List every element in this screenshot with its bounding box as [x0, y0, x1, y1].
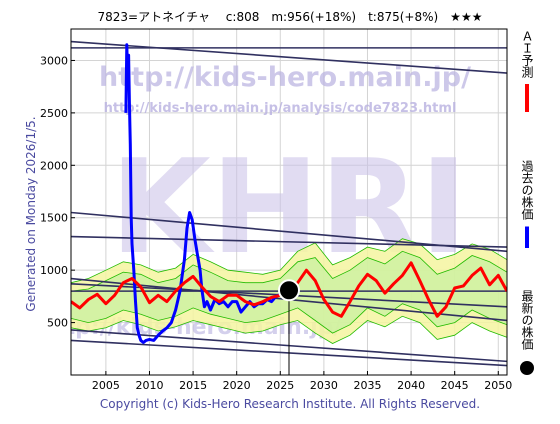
legend-swatch: [520, 361, 534, 375]
x-tick-label: 2040: [397, 379, 425, 392]
x-tick-label: 2030: [310, 379, 338, 392]
y-tick-label: 1500: [40, 212, 68, 225]
legend-item: 最新の株価: [520, 290, 534, 375]
legend-label: 過去の株価: [520, 160, 534, 220]
legend-item: 過去の株価: [520, 160, 534, 248]
x-tick-label: 2050: [484, 379, 512, 392]
trend-line: [71, 40, 507, 74]
y-tick-label: 500: [47, 317, 68, 330]
latest-price-marker-group: [278, 279, 300, 375]
generated-label: Generated on Monday 2026/1/5.: [24, 116, 38, 311]
x-axis-ticks: 2005 2010 2015 2020 2025 2030 2035 2040 2045 2050: [92, 371, 512, 392]
legend-label: 最新の株価: [520, 290, 534, 350]
y-tick-label: 1000: [40, 264, 68, 277]
chart-title: 7823=アトネイチャ c:808 m:956(+18%) t:875(+8%)…: [98, 10, 483, 24]
y-tick-label: 2500: [40, 107, 68, 120]
latest-price-marker: [278, 279, 300, 302]
y-axis-ticks: 500 1000 1500 2000 2500 3000: [40, 54, 75, 330]
plot-frame: [70, 28, 508, 376]
x-tick-label: 2020: [223, 379, 251, 392]
x-tick-label: 2035: [353, 379, 381, 392]
legend-label: ＡＩ予測: [520, 30, 534, 79]
legend-item: ＡＩ予測: [520, 30, 534, 112]
x-tick-label: 2045: [441, 379, 469, 392]
watermark-url-analysis: http://kids-hero.main.jp/analysis/code78…: [104, 101, 457, 116]
past-price-line: [124, 43, 286, 344]
x-tick-label: 2010: [135, 379, 163, 392]
trend-line: [71, 235, 507, 248]
y-tick-label: 2000: [40, 159, 68, 172]
y-tick-label: 3000: [40, 54, 68, 67]
x-tick-label: 2025: [266, 379, 294, 392]
x-tick-label: 2005: [92, 379, 120, 392]
watermark-url-main: http://kids-hero.main.jp/: [99, 62, 471, 93]
copyright-footer: Copyright (c) Kids-Hero Research Institu…: [100, 397, 480, 411]
x-tick-label: 2015: [179, 379, 207, 392]
